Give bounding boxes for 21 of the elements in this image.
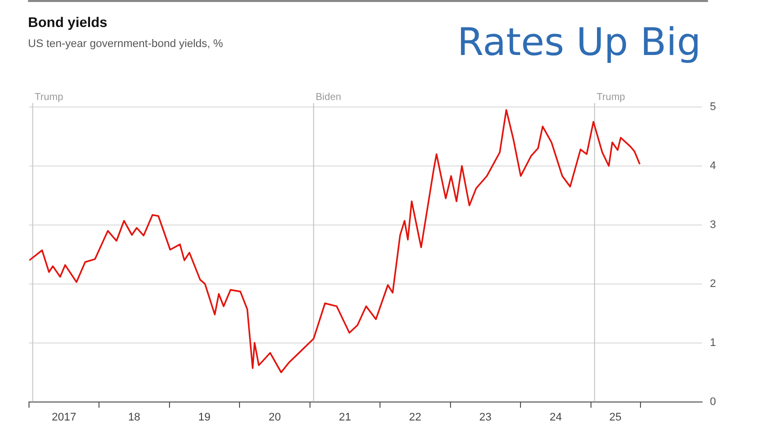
ref-line-label: Trump — [34, 92, 64, 103]
text: Rates Up Big — [457, 20, 701, 64]
chart-subtitle: US ten-year government-bond yields, % — [28, 38, 224, 50]
y-tick-label: 0 — [710, 396, 716, 408]
ref-line-label: Biden — [316, 92, 342, 103]
y-tick-label: 5 — [710, 101, 716, 114]
y-tick-label: 3 — [710, 218, 716, 231]
y-tick-label: 4 — [710, 160, 716, 172]
chart-title: Bond yields — [28, 14, 108, 30]
x-tick-label: 24 — [550, 411, 562, 424]
y-tick-label: 2 — [710, 278, 716, 290]
x-tick-label: 18 — [128, 411, 140, 424]
x-tick-label: 21 — [338, 411, 352, 424]
y-tick-label: 1 — [710, 336, 716, 349]
x-tick-label: 2017 — [52, 411, 76, 424]
ref-line-label: Trump — [596, 92, 626, 103]
x-tick-label: 22 — [409, 411, 422, 424]
x-tick-label: 23 — [479, 411, 492, 424]
x-tick-label: 20 — [268, 411, 281, 424]
x-tick-label: 19 — [198, 411, 211, 424]
x-tick-label: 25 — [609, 411, 622, 424]
